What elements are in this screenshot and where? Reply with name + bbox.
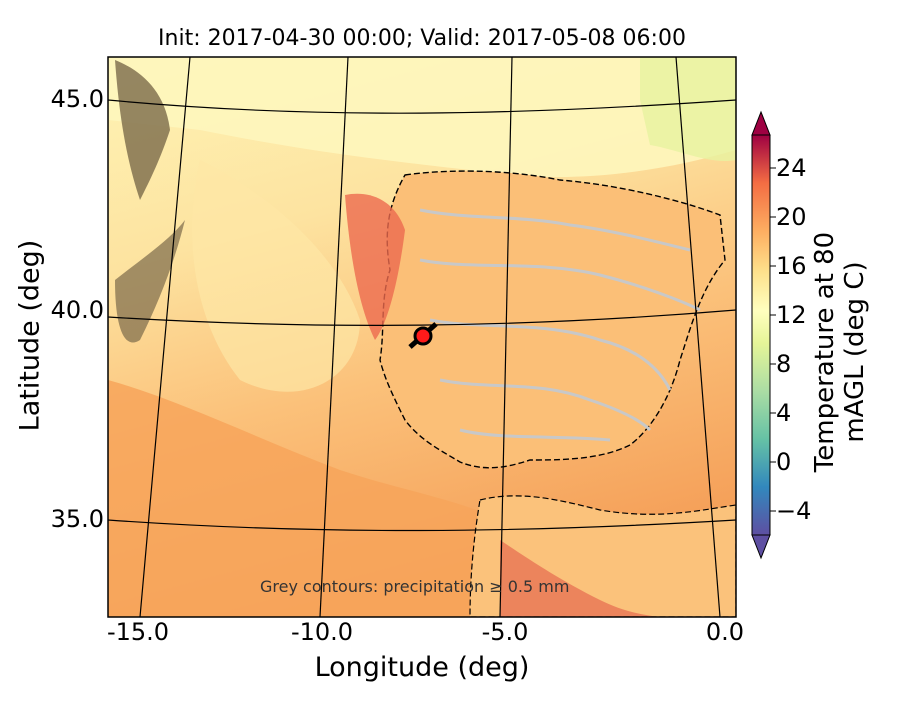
- colorbar-tick-label: 16: [776, 252, 807, 280]
- x-tick-label: 0.0: [705, 618, 745, 646]
- plot-title: Init: 2017-04-30 00:00; Valid: 2017-05-0…: [158, 26, 686, 51]
- colorbar-tick-label: 0: [776, 448, 792, 476]
- colorbar: [751, 134, 771, 536]
- map-frame: [107, 56, 737, 618]
- graticule-lat-45: [108, 99, 736, 114]
- precip-contour: [419, 208, 691, 252]
- hot-africa-region: [500, 540, 660, 617]
- map-annotation: Grey contours: precipitation ≥ 0.5 mm: [260, 577, 570, 596]
- map-area: [108, 57, 736, 617]
- y-tick-label: 35.0: [50, 505, 104, 533]
- graticule-lon-5: [499, 57, 513, 617]
- y-tick-label: 40.0: [50, 296, 104, 324]
- colorbar-tick-label: 12: [776, 301, 807, 329]
- graticule-lat-35: [108, 519, 736, 532]
- graticule-lon-10: [319, 57, 349, 617]
- colorbar-tick-label: −4: [776, 497, 812, 525]
- precip-contour: [439, 378, 652, 432]
- graticule-lon-0: [675, 57, 721, 617]
- cool-north-region: [108, 57, 736, 178]
- location-marker: [413, 326, 433, 346]
- colorbar-tick-label: 8: [776, 350, 792, 378]
- graticule-lon-15: [139, 57, 191, 617]
- iberian-peninsula: [379, 170, 726, 469]
- colorbar-label: Temperature at 80 mAGL (deg C): [810, 231, 870, 473]
- terrain-feature: [115, 60, 170, 200]
- colorbar-max-arrow: [751, 110, 771, 136]
- y-tick-label: 45.0: [50, 85, 104, 113]
- hot-west-coast: [345, 193, 405, 340]
- x-axis-label: Longitude (deg): [314, 652, 530, 683]
- colorbar-tick-label: 20: [776, 203, 807, 231]
- x-tick-label: -15.0: [106, 618, 170, 646]
- warm-southwest-region: [108, 380, 500, 617]
- x-tick-label: -10.0: [290, 618, 354, 646]
- colorbar-tick-label: 24: [776, 154, 807, 182]
- x-tick-label: -5.0: [481, 618, 529, 646]
- france-region: [640, 57, 736, 162]
- mid-ocean-region: [192, 160, 360, 392]
- colorbar-min-arrow: [751, 534, 771, 560]
- y-axis-label: Latitude (deg): [14, 239, 46, 432]
- precip-contour: [459, 428, 611, 442]
- graticule-lat-40: [108, 309, 736, 326]
- precip-contour: [419, 258, 701, 312]
- colorbar-tick-label: 4: [776, 399, 792, 427]
- terrain-feature: [115, 220, 185, 343]
